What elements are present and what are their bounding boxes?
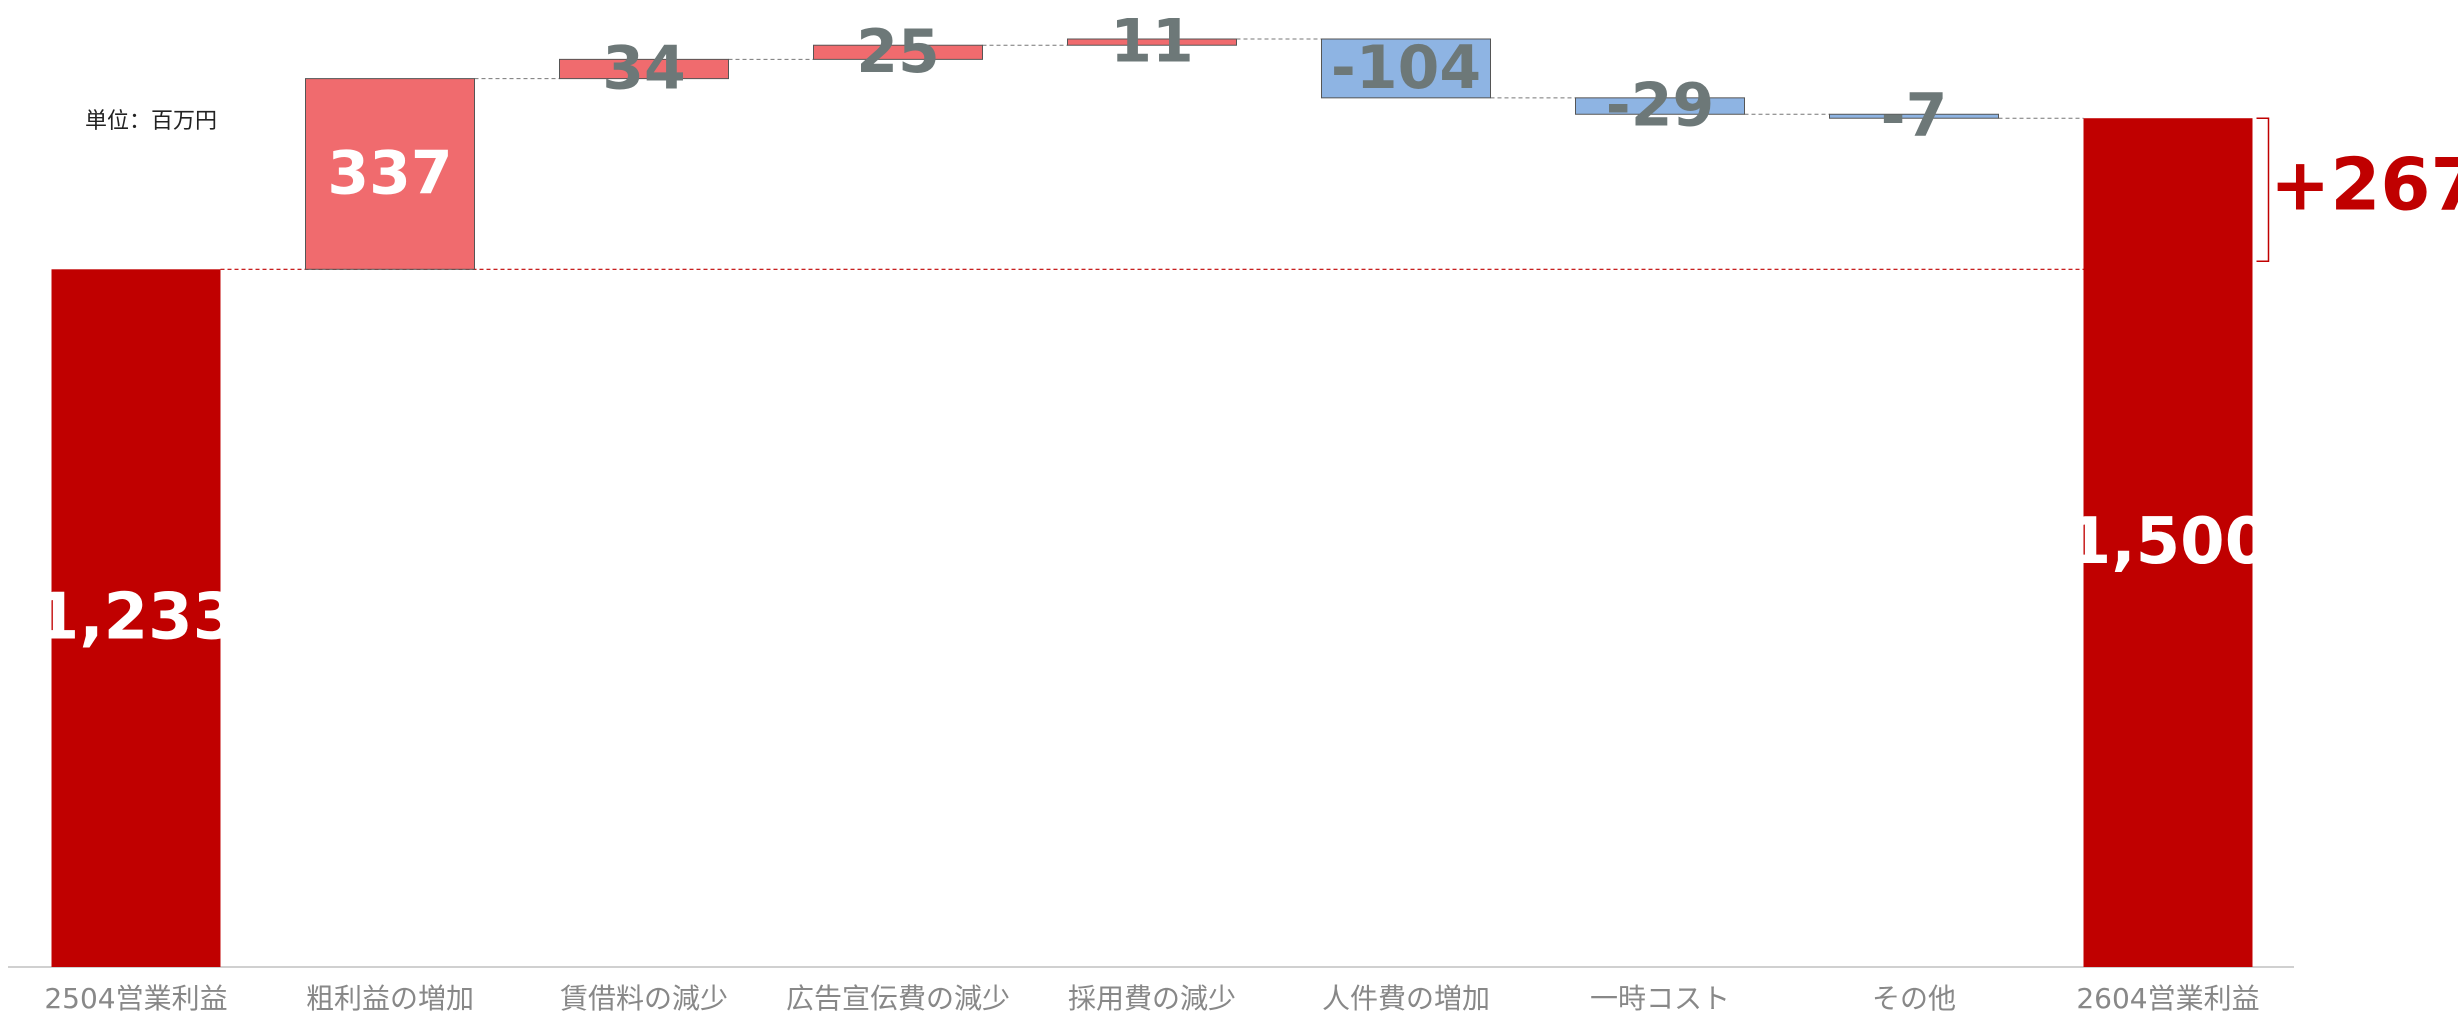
bracket (2256, 117, 2270, 263)
bar (1321, 38, 1491, 99)
bar (1829, 113, 1999, 119)
value-label: -7 (1881, 81, 1948, 151)
x-tick-label: その他 (1872, 982, 1956, 1015)
x-tick-label: 一時コスト (1590, 982, 1730, 1015)
value-label: -29 (1606, 71, 1714, 141)
value-label: -104 (1331, 33, 1481, 103)
value-label: 25 (856, 17, 940, 87)
annotation: +267 (2270, 143, 2458, 227)
x-tick-label: 採用費の減少 (1068, 982, 1236, 1015)
x-tick-label: 粗利益の増加 (306, 982, 474, 1015)
value-label: 1,500 (2067, 505, 2269, 579)
bar (305, 78, 475, 270)
value-label: 34 (602, 34, 686, 104)
x-tick-label: 2504営業利益 (44, 982, 227, 1015)
value-label: 11 (1110, 7, 1194, 77)
bar (1575, 97, 1745, 115)
bar (51, 269, 221, 967)
bar (559, 58, 729, 80)
bar (1067, 38, 1237, 46)
x-tick-label: 2604営業利益 (2076, 982, 2259, 1015)
x-tick-label: 賃借料の減少 (560, 982, 728, 1015)
x-tick-label: 人件費の増加 (1322, 982, 1490, 1015)
bar (2083, 118, 2253, 968)
value-label: 1,233 (35, 581, 237, 655)
unit-label: 単位：百万円 (85, 109, 217, 134)
value-label: 337 (327, 139, 452, 209)
bar (813, 44, 983, 60)
x-tick-label: 広告宣伝費の減少 (786, 982, 1010, 1015)
